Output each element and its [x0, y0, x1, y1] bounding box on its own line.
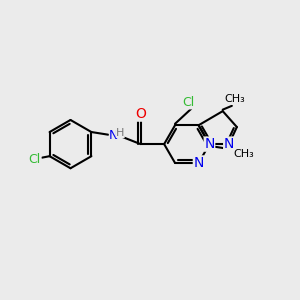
Text: Cl: Cl — [29, 153, 41, 166]
Text: H: H — [116, 128, 124, 138]
Text: Cl: Cl — [182, 96, 194, 109]
Text: CH₃: CH₃ — [234, 148, 255, 158]
Text: N: N — [109, 129, 119, 142]
Text: O: O — [135, 107, 146, 121]
Text: N: N — [204, 137, 215, 151]
Text: N: N — [194, 156, 204, 170]
Text: N: N — [224, 137, 234, 151]
Text: CH₃: CH₃ — [224, 94, 245, 104]
